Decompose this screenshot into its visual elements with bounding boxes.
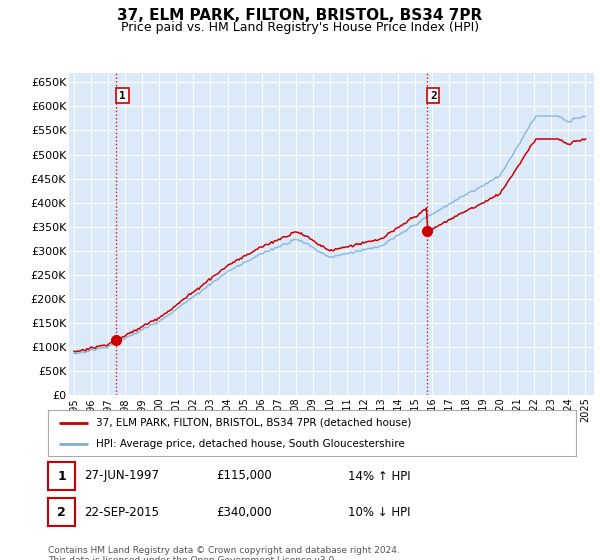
Text: 37, ELM PARK, FILTON, BRISTOL, BS34 7PR (detached house): 37, ELM PARK, FILTON, BRISTOL, BS34 7PR … (95, 418, 411, 428)
Text: Price paid vs. HM Land Registry's House Price Index (HPI): Price paid vs. HM Land Registry's House … (121, 21, 479, 34)
Text: HPI: Average price, detached house, South Gloucestershire: HPI: Average price, detached house, Sout… (95, 439, 404, 449)
Text: Contains HM Land Registry data © Crown copyright and database right 2024.
This d: Contains HM Land Registry data © Crown c… (48, 546, 400, 560)
Text: 27-JUN-1997: 27-JUN-1997 (84, 469, 159, 483)
Text: 14% ↑ HPI: 14% ↑ HPI (348, 469, 410, 483)
Text: 1: 1 (57, 469, 66, 483)
Text: 2: 2 (430, 91, 437, 100)
Text: 22-SEP-2015: 22-SEP-2015 (84, 506, 159, 519)
Text: £115,000: £115,000 (216, 469, 272, 483)
Text: 1: 1 (119, 91, 126, 100)
Text: 10% ↓ HPI: 10% ↓ HPI (348, 506, 410, 519)
Text: £340,000: £340,000 (216, 506, 272, 519)
Text: 2: 2 (57, 506, 66, 519)
Text: 37, ELM PARK, FILTON, BRISTOL, BS34 7PR: 37, ELM PARK, FILTON, BRISTOL, BS34 7PR (118, 8, 482, 24)
